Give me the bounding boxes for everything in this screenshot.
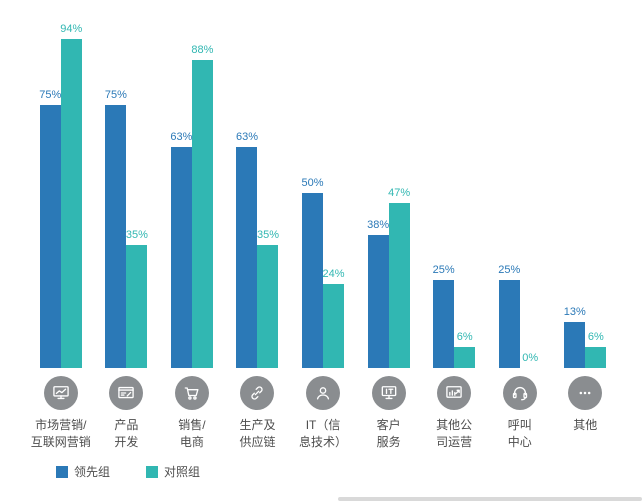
- category-label: 其他: [573, 418, 598, 432]
- bar-value-label: 75%: [104, 89, 127, 101]
- monitor-chart-icon: [43, 376, 78, 410]
- bar-column: 25%: [432, 264, 455, 368]
- bar-column: 94%: [60, 23, 83, 368]
- bar-value-label: 13%: [563, 306, 586, 318]
- bar-value-label: 75%: [39, 89, 62, 101]
- bar-column: 13%: [563, 306, 586, 368]
- bar-column: 75%: [39, 89, 62, 368]
- bar: [433, 280, 455, 368]
- bar: [170, 147, 192, 368]
- bar-column: 24%: [322, 268, 345, 368]
- bar-pair: 25% 0%: [498, 6, 541, 368]
- chart-arrow-icon: [437, 376, 472, 410]
- person-icon: [306, 376, 341, 410]
- category-group: 75% 35% 产品 开发: [94, 6, 160, 453]
- bar-value-label: 6%: [456, 331, 473, 343]
- bar-column: 35%: [256, 229, 279, 368]
- bar-value-label: 25%: [498, 264, 521, 276]
- bar: [564, 322, 586, 368]
- bar: [367, 235, 389, 368]
- bar: [585, 347, 607, 368]
- category-label: 生产及 供应链: [239, 418, 276, 449]
- product-design-icon: [109, 376, 144, 410]
- bar-column: 75%: [104, 89, 127, 368]
- bar-pair: 75% 94%: [39, 6, 83, 368]
- bar: [105, 105, 127, 368]
- bar-value-label: 24%: [322, 268, 345, 280]
- legend-label: 领先组: [74, 465, 111, 479]
- category-label: 市场营销/ 互联网营销: [30, 418, 91, 449]
- bar-pair: 38% 47%: [367, 6, 411, 368]
- bar-pair: 13% 6%: [563, 6, 607, 368]
- bar-value-label: 94%: [60, 23, 83, 35]
- bar-pair: 63% 35%: [235, 6, 279, 368]
- bar-value-label: 38%: [367, 219, 390, 231]
- chain-link-icon: [240, 376, 275, 410]
- category-label: IT（信 息技术）: [299, 418, 348, 449]
- bar-value-label: 50%: [301, 177, 324, 189]
- bar: [60, 39, 82, 368]
- horizontal-scrollbar[interactable]: [338, 497, 642, 501]
- bar-pair: 25% 6%: [432, 6, 476, 368]
- category-group: 75% 94% 市场营销/ 互联网营销: [28, 6, 94, 453]
- legend-label: 对照组: [164, 465, 201, 479]
- category-label: 其他公 司运营: [436, 418, 473, 449]
- bar: [191, 60, 213, 368]
- category-label: 产品 开发: [114, 418, 139, 449]
- bar-value-label: 63%: [170, 131, 193, 143]
- category-label: 呼叫 中心: [507, 418, 532, 449]
- category-group: 63% 88% 销售/ 电商: [159, 6, 225, 453]
- bar-value-label: 35%: [125, 229, 148, 241]
- category-label: 销售/ 电商: [178, 418, 206, 449]
- bar-pair: 50% 24%: [301, 6, 345, 368]
- headset-icon: [502, 376, 537, 410]
- bar-column: 35%: [125, 229, 148, 368]
- bar: [236, 147, 258, 368]
- bar-column: 6%: [585, 331, 607, 368]
- bar: [126, 245, 148, 368]
- bar-column: 6%: [454, 331, 476, 368]
- category-group: 13% 6% 其他: [553, 6, 619, 453]
- category-group: 63% 35% 生产及 供应链: [225, 6, 291, 453]
- bar-column: 38%: [367, 219, 390, 368]
- bar-value-label: 0%: [522, 352, 539, 364]
- category-group: 38% 47% 客户 服务: [356, 6, 422, 453]
- bar: [498, 280, 520, 368]
- bar-column: 63%: [170, 131, 193, 368]
- legend-item: 对照组: [146, 463, 200, 480]
- bar-value-label: 63%: [235, 131, 258, 143]
- bar-value-label: 88%: [191, 44, 214, 56]
- grouped-bar-chart: 75% 94% 市场营销/ 互联网营销 75% 35% 产品 开发 63% 88% 销售/ 电商…: [28, 6, 618, 480]
- bar: [39, 105, 61, 368]
- bar-value-label: 25%: [432, 264, 455, 276]
- bar: [454, 347, 476, 368]
- chart-legend: 领先组 对照组: [28, 453, 618, 480]
- bar: [323, 284, 345, 368]
- category-label: 客户 服务: [376, 418, 401, 449]
- legend-swatch: [56, 465, 68, 478]
- bar-column: 0%: [520, 353, 541, 368]
- bar-pair: 75% 35%: [104, 6, 148, 368]
- bar-value-label: 6%: [587, 331, 604, 343]
- bar: [257, 245, 279, 368]
- category-group: 25% 6% 其他公 司运营: [421, 6, 487, 453]
- bar-column: 88%: [191, 44, 214, 368]
- bar-pair: 63% 88%: [170, 6, 214, 368]
- category-group: 25% 0% 呼叫 中心: [487, 6, 553, 453]
- bar-column: 25%: [498, 264, 521, 368]
- bar-column: 50%: [301, 177, 324, 368]
- bar-value-label: 47%: [388, 187, 411, 199]
- ellipsis-icon: [568, 376, 603, 410]
- bar-column: 63%: [235, 131, 258, 368]
- legend-swatch: [146, 465, 159, 478]
- chart-plot-area: 75% 94% 市场营销/ 互联网营销 75% 35% 产品 开发 63% 88% 销售/ 电商…: [28, 6, 618, 453]
- category-group: 50% 24% IT（信 息技术）: [290, 6, 356, 453]
- bar: [302, 193, 324, 368]
- bar-value-label: 35%: [256, 229, 279, 241]
- legend-item: 领先组: [56, 463, 110, 480]
- bar-column: 47%: [388, 187, 411, 368]
- bar: [388, 203, 410, 368]
- shopping-cart-icon: [174, 376, 209, 410]
- it-monitor-icon: [371, 376, 406, 410]
